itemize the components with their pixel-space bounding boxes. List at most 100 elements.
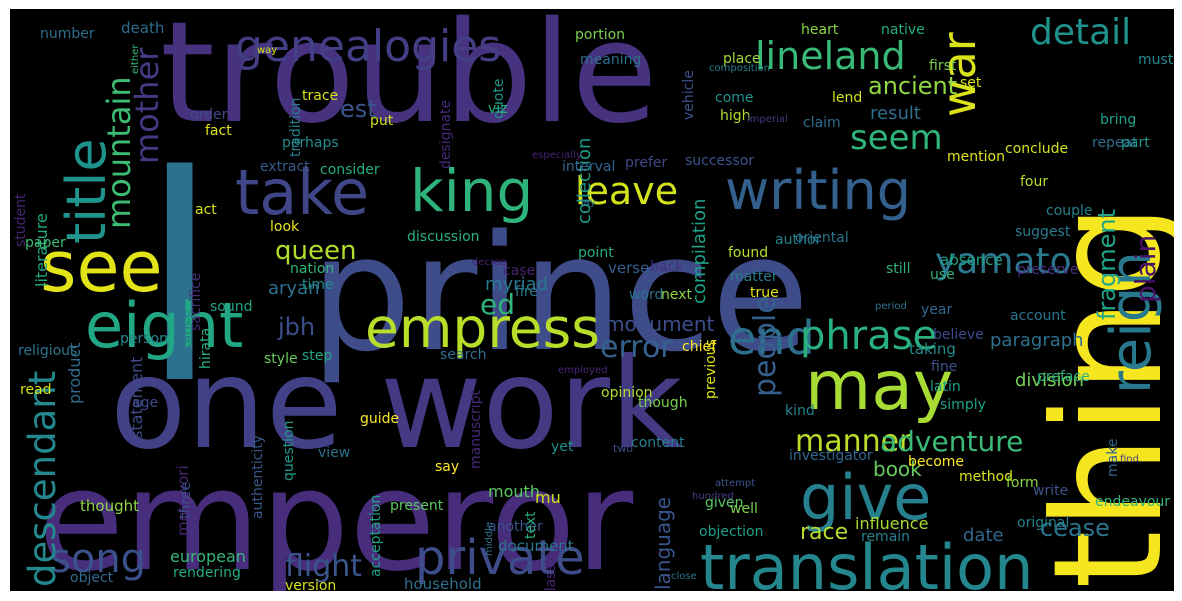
word-statement: statement <box>127 357 146 439</box>
word-time: time <box>302 277 334 293</box>
word-motowori: motowori <box>174 465 192 536</box>
word-place: place <box>723 51 761 67</box>
word-style: style <box>264 351 298 367</box>
word-close: close <box>671 571 697 582</box>
word-literature: literature <box>32 213 51 287</box>
word-prince: prince <box>310 200 810 387</box>
word-lay: lay <box>581 197 596 208</box>
word-couple: couple <box>1046 203 1093 219</box>
word-three: three <box>178 482 194 519</box>
word-age: age <box>132 395 158 411</box>
word-death: death <box>121 19 164 37</box>
word-song: song <box>50 536 146 582</box>
word-take: take <box>235 156 369 229</box>
word-acceptation: acceptation <box>368 495 384 577</box>
word-give: give <box>800 461 931 534</box>
word-heart: heart <box>801 22 839 38</box>
word-verse: verse <box>608 259 649 277</box>
word-detail: detail <box>1030 12 1131 53</box>
word-mention: mention <box>947 149 1005 165</box>
word-interval: interval <box>562 159 615 175</box>
word-hirata: hirata <box>198 328 214 369</box>
word-jbh: jbh <box>277 313 315 341</box>
word-thing: thing <box>1022 203 1174 589</box>
word-error: error <box>600 330 673 365</box>
word-document: document <box>498 537 574 555</box>
word-true: true <box>750 285 779 301</box>
word-employed: employed <box>558 365 608 376</box>
word-middle: middle <box>484 522 495 556</box>
word-either: either <box>130 44 141 74</box>
word-trouble: trouble <box>160 9 658 155</box>
word-classic: classic <box>543 553 559 591</box>
word-method: method <box>959 469 1013 485</box>
word-manuscript: manuscript <box>468 390 484 469</box>
word-though: though <box>638 395 688 411</box>
word-order: order <box>190 107 228 123</box>
word-seem: seem <box>850 118 943 158</box>
word-cease: cease <box>1040 514 1110 542</box>
word-see: see <box>40 226 163 308</box>
word-conclude: conclude <box>1005 141 1068 157</box>
word-end: end <box>728 311 815 365</box>
word-high: high <box>720 108 751 124</box>
word-year: year <box>921 302 952 318</box>
word-become: become <box>908 454 964 470</box>
word-version: version <box>285 578 336 591</box>
word-successor: successor <box>685 153 754 169</box>
word-make: make <box>1105 439 1121 477</box>
word-date: date <box>963 525 1004 546</box>
word-may: may <box>805 347 953 426</box>
word-book: book <box>873 457 922 481</box>
word-objection: objection <box>699 524 763 540</box>
word-language: language <box>651 497 675 590</box>
word-form: form <box>1006 475 1039 491</box>
word-consider: consider <box>320 162 380 178</box>
word-paragraph: paragraph <box>990 330 1084 351</box>
word-descendant: descendant <box>21 371 64 587</box>
word-absence: absence <box>940 251 1003 269</box>
word-mountain: mountain <box>100 76 138 229</box>
word-reign: reign <box>1099 251 1164 394</box>
word-mother: mother <box>128 47 166 164</box>
word-kind: kind <box>785 403 815 419</box>
word-fire: fire <box>515 284 538 300</box>
word-point: point <box>578 245 614 261</box>
word-come: come <box>715 90 754 106</box>
word-well: well <box>730 501 758 517</box>
word-imperial: imperial <box>747 114 788 125</box>
word-phrase: phrase <box>800 313 937 359</box>
word-prefer: prefer <box>625 155 667 171</box>
word-endeavour: endeavour <box>1095 494 1170 510</box>
word-manner: manner <box>795 424 912 459</box>
word-opinion: opinion <box>601 385 653 401</box>
word-collection: collection <box>574 138 595 224</box>
word-previous: previous <box>703 339 719 399</box>
word-next: next <box>661 287 693 303</box>
word-author: author <box>775 232 821 248</box>
word-discussion: discussion <box>407 229 480 245</box>
word-claim: claim <box>803 115 841 131</box>
word-found: found <box>728 245 768 261</box>
word-king: king <box>410 157 533 225</box>
word-portion: portion <box>575 27 625 43</box>
word-plain: plain <box>1129 235 1162 303</box>
word-one: one <box>110 332 343 477</box>
word-sacrifice: sacrifice <box>188 273 204 331</box>
word-war: war <box>932 32 986 117</box>
word-believe: believe <box>933 327 984 343</box>
word-meaning: meaning <box>580 52 641 68</box>
word-preface: preface <box>1037 369 1090 385</box>
word-attempt: attempt <box>715 478 755 489</box>
word-hundred: hundred <box>692 491 734 502</box>
word-rendering: rendering <box>173 565 241 581</box>
word-step: step <box>302 348 332 364</box>
word-another: another <box>488 519 543 535</box>
word-text: text <box>523 511 539 539</box>
word-given: given <box>705 495 744 511</box>
word-investigator: investigator <box>789 448 873 464</box>
word-household: household <box>404 575 482 591</box>
word-read: read <box>20 382 52 398</box>
word-suggest: suggest <box>1015 224 1071 240</box>
word-first: first <box>929 58 957 74</box>
